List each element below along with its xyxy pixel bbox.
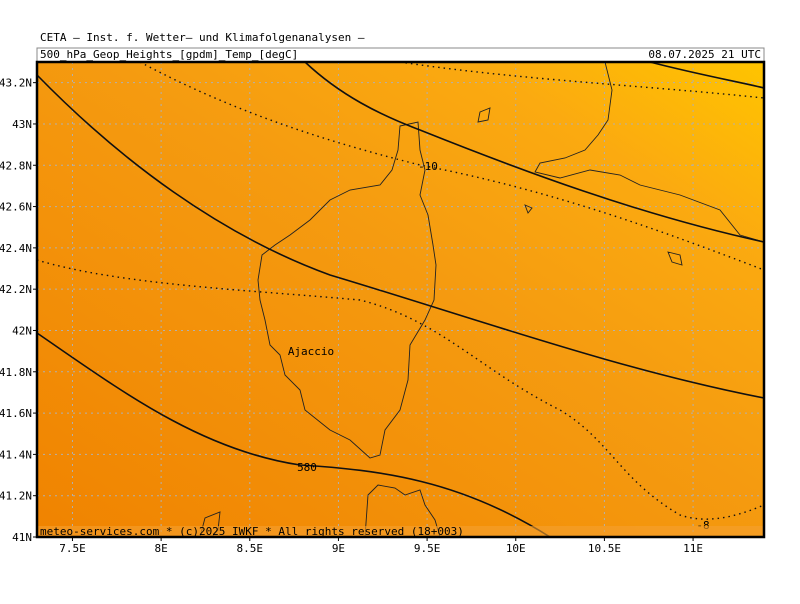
product: 500_hPa_Geop_Heights_[gpdm]_Temp_[degC] [40, 48, 298, 61]
city-label: Ajaccio [288, 345, 334, 358]
y-tick-label: 42.8N [0, 159, 32, 172]
x-tick-label: 9E [332, 542, 345, 555]
y-tick-label: 43.2N [0, 77, 32, 90]
temp-contour [399, 61, 765, 99]
x-tick-label: 10E [506, 542, 526, 555]
italian-coast [534, 61, 765, 243]
island [667, 251, 683, 266]
contours [36, 61, 765, 538]
height-contour [649, 61, 765, 89]
tick-labels: 7.5E 8E 8.5E 9E 9.5E 10E 10.5E 11E 41N 41.2N 41.4N… [0, 77, 703, 555]
y-tick-label: 41.4N [0, 448, 32, 461]
grid [37, 62, 764, 538]
y-tick-label: 42.4N [0, 242, 32, 255]
contour-label: -10 [418, 160, 438, 173]
island [524, 204, 533, 214]
x-tick-label: 7.5E [59, 542, 86, 555]
y-tick-label: 42N [12, 324, 32, 337]
y-tick-label: 43N [12, 118, 32, 131]
contour-label: 580 [297, 461, 317, 474]
sardinia [364, 484, 441, 538]
map-area [37, 62, 764, 537]
corsica [257, 121, 437, 459]
x-tick-label: 8E [154, 542, 167, 555]
x-tick-label: 8.5E [237, 542, 264, 555]
height-contour [36, 332, 551, 538]
institute: CETA – Inst. f. Wetter– und Klimafolgena… [40, 31, 365, 44]
footer: meteo-services.com * (c)2025 IWKF * All … [40, 525, 464, 538]
height-contour [36, 74, 765, 399]
y-tick-label: 41.6N [0, 407, 32, 420]
y-tick-label: 41.2N [0, 490, 32, 503]
map-frame [35, 60, 766, 539]
footer-band [37, 526, 764, 537]
y-tick-label: 41N [12, 531, 32, 544]
x-tick-label: 10.5E [588, 542, 621, 555]
y-tick-label: 42.2N [0, 283, 32, 296]
y-tick-label: 41.8N [0, 366, 32, 379]
island [477, 107, 491, 123]
y-tick-label: 42.6N [0, 201, 32, 214]
valid-time: 08.07.2025 21 UTC [648, 48, 761, 61]
x-tick-label: 9.5E [414, 542, 441, 555]
height-contour [304, 61, 765, 243]
temp-contour [36, 259, 765, 520]
x-tick-label: 11E [683, 542, 703, 555]
